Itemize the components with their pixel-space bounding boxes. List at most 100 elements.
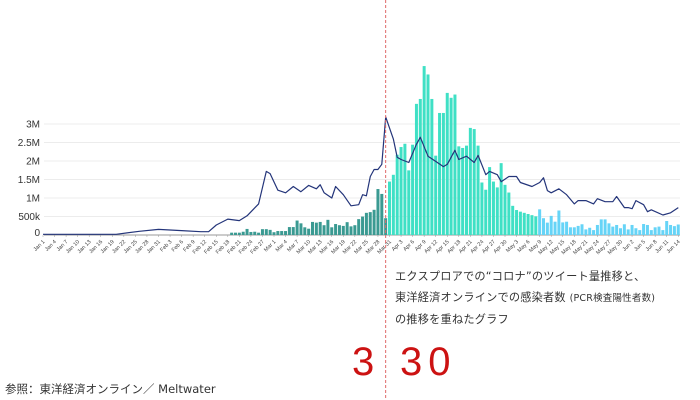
x-tick-label: Jan 1 bbox=[33, 239, 47, 253]
bar bbox=[422, 66, 426, 235]
bar bbox=[276, 231, 280, 235]
bar bbox=[411, 144, 415, 235]
bar bbox=[522, 212, 526, 235]
bar bbox=[311, 221, 314, 235]
bar bbox=[595, 224, 599, 235]
bar bbox=[449, 97, 453, 235]
bar bbox=[503, 184, 507, 235]
caption: エクスプロアでの“コロナ”のツイート量推移と、 東洋経済オンラインでの感染者数 … bbox=[395, 266, 655, 330]
bar bbox=[472, 129, 476, 235]
bar bbox=[441, 112, 445, 235]
bars bbox=[230, 66, 680, 236]
bar bbox=[545, 222, 549, 235]
bar bbox=[280, 231, 284, 235]
bar bbox=[249, 231, 253, 235]
bar bbox=[241, 231, 245, 235]
bar bbox=[391, 174, 395, 235]
caption-line-2-main: 東洋経済オンラインでの感染者数 bbox=[395, 291, 566, 304]
bar bbox=[364, 212, 368, 235]
tweet-volume-line bbox=[43, 116, 679, 235]
source-credit: 参照：東洋経済オンライン／ Meltwater bbox=[5, 382, 216, 396]
bar bbox=[453, 94, 457, 236]
bar bbox=[580, 224, 584, 235]
bar bbox=[611, 226, 615, 235]
bar bbox=[645, 224, 649, 235]
bar bbox=[407, 170, 411, 235]
caption-line-3: の推移を重ねたグラフ bbox=[395, 313, 509, 326]
bar bbox=[303, 227, 307, 235]
bar bbox=[268, 229, 272, 235]
marker-day: 30 bbox=[400, 340, 457, 384]
bar bbox=[476, 145, 480, 235]
bar bbox=[376, 189, 380, 235]
bar bbox=[615, 224, 619, 235]
bar bbox=[542, 218, 545, 235]
y-tick-label: 500k bbox=[18, 212, 41, 223]
x-tick-label: Apr 3 bbox=[391, 239, 405, 253]
y-tick-label: 1.5M bbox=[18, 175, 40, 186]
x-tick-label: Apr 30 bbox=[493, 239, 509, 255]
bar bbox=[572, 227, 576, 235]
bar bbox=[530, 215, 534, 235]
bar bbox=[507, 192, 511, 235]
bar bbox=[291, 227, 295, 235]
bar bbox=[334, 224, 338, 235]
y-axis: 0 500k 1M 1.5M 2M 2.5M 3M bbox=[18, 120, 41, 240]
bar bbox=[553, 221, 557, 235]
bar bbox=[557, 210, 561, 235]
bar bbox=[287, 227, 291, 235]
bar bbox=[361, 216, 365, 235]
x-tick-label: Jan 4 bbox=[44, 239, 58, 253]
bar bbox=[399, 147, 403, 235]
bar bbox=[272, 232, 276, 235]
bar bbox=[353, 225, 357, 235]
bar bbox=[484, 189, 488, 235]
bar bbox=[622, 224, 626, 235]
bar bbox=[638, 230, 642, 235]
bar bbox=[465, 145, 468, 235]
bar bbox=[403, 143, 407, 235]
bar bbox=[438, 112, 442, 235]
bar bbox=[418, 98, 422, 235]
bar bbox=[630, 224, 634, 235]
bar bbox=[565, 221, 569, 235]
bar bbox=[561, 222, 565, 235]
bar bbox=[599, 219, 603, 235]
bar bbox=[534, 216, 538, 235]
bar bbox=[619, 228, 622, 235]
bar bbox=[603, 219, 607, 235]
bar bbox=[488, 167, 492, 235]
bar bbox=[349, 226, 353, 235]
bar bbox=[584, 229, 588, 235]
bar bbox=[295, 220, 299, 235]
y-tick-label: 1M bbox=[26, 194, 40, 205]
bar bbox=[672, 226, 676, 235]
bar bbox=[257, 232, 261, 235]
bar bbox=[634, 228, 638, 235]
x-tick-label: Feb 6 bbox=[171, 239, 185, 253]
bar bbox=[326, 219, 330, 235]
bar bbox=[499, 163, 503, 235]
bar bbox=[657, 226, 661, 235]
bar bbox=[607, 223, 611, 235]
bar bbox=[330, 227, 334, 235]
caption-line-1: エクスプロアでの“コロナ”のツイート量推移と、 bbox=[395, 270, 646, 283]
bar bbox=[372, 209, 376, 235]
bar bbox=[480, 182, 484, 235]
bar bbox=[414, 103, 418, 235]
bar bbox=[665, 221, 669, 235]
caption-line-2: 東洋経済オンラインでの感染者数 (PCR検査陽性者数) bbox=[395, 287, 655, 309]
bar bbox=[395, 154, 399, 235]
bar bbox=[518, 211, 522, 235]
bar bbox=[576, 225, 580, 235]
x-tick-label: Jun 5 bbox=[633, 239, 647, 253]
x-tick-label: Mar 1 bbox=[263, 239, 277, 253]
bar bbox=[642, 224, 646, 235]
bar bbox=[264, 229, 268, 235]
y-tick-label: 2.5M bbox=[18, 138, 40, 149]
bar bbox=[495, 187, 499, 235]
marker-month: 3 bbox=[352, 340, 381, 384]
bar bbox=[341, 225, 345, 235]
x-tick-label: Jun 2 bbox=[622, 239, 636, 253]
